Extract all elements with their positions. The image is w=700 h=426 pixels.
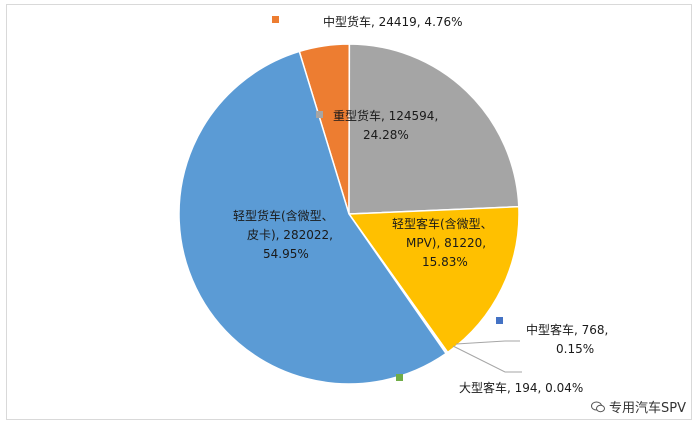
leader-line-4: [452, 345, 522, 373]
data-label-1: 重型货车, 124594, 24.28%: [333, 108, 438, 142]
data-label-3: 中型客车, 768, 0.15%: [526, 322, 608, 356]
legend-marker-4: [396, 374, 403, 381]
wechat-icon: [591, 401, 605, 413]
chart-frame: [6, 4, 692, 420]
watermark-text: 专用汽车SPV: [609, 401, 686, 416]
legend-marker-1: [316, 111, 323, 118]
legend-marker-0: [272, 16, 279, 23]
data-label-0: 中型货车, 24419, 4.76%: [323, 14, 463, 29]
data-label-5: 轻型货车(含微型、皮卡), 282022, 54.95%: [233, 208, 334, 261]
data-label-2: 轻型客车(含微型、 MPV), 81220, 15.83%: [392, 216, 493, 269]
leader-line-3: [455, 340, 520, 345]
data-label-4: 大型客车, 194, 0.04%: [459, 380, 583, 395]
legend-marker-3: [496, 317, 503, 324]
watermark: 专用汽车SPV: [591, 397, 686, 416]
pie-slice-1: [348, 43, 520, 215]
pie-slice-5: [178, 50, 448, 385]
